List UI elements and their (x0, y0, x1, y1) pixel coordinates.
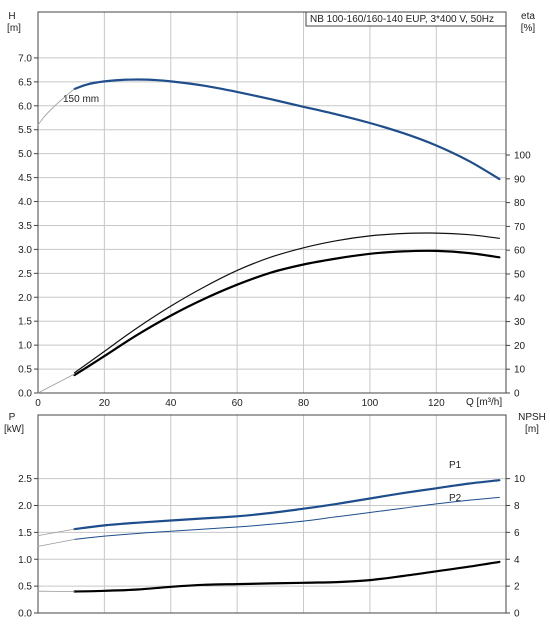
series-line-h-curve (73, 78, 501, 181)
x-tick-label: 60 (232, 398, 244, 409)
impeller-diameter-annotation: 150 mm (63, 94, 99, 105)
efficiency-tick-label: 30 (514, 317, 526, 328)
efficiency-axis-label: eta (521, 11, 535, 22)
p2-series-label: P2 (449, 493, 462, 504)
x-tick-label: 0 (35, 398, 41, 409)
power-tick-label: 2.0 (18, 501, 32, 512)
head-tick-label: 0.5 (18, 365, 32, 376)
x-tick-label: 20 (99, 398, 111, 409)
efficiency-axis-unit: [%] (521, 23, 536, 34)
top-series (37, 78, 501, 394)
head-axis-label: H (8, 11, 15, 22)
npsh-tick-label: 10 (514, 474, 526, 485)
power-tick-label: 2.5 (18, 474, 32, 485)
npsh-tick-label: 2 (514, 582, 520, 593)
efficiency-tick-label: 0 (514, 389, 520, 400)
x-tick-label: 120 (428, 398, 445, 409)
efficiency-tick-label: 70 (514, 222, 526, 233)
npsh-axis-unit: [m] (525, 424, 539, 435)
top-grid (37, 12, 506, 394)
bottom-series (37, 479, 501, 593)
npsh-tick-label: 8 (514, 501, 520, 512)
series-line-p1 (73, 479, 501, 531)
head-tick-label: 7.0 (18, 53, 32, 64)
efficiency-tick-label: 80 (514, 198, 526, 209)
head-tick-label: 4.0 (18, 197, 32, 208)
efficiency-tick-label: 90 (514, 174, 526, 185)
series-line-p1-extension (37, 528, 75, 536)
head-tick-label: 1.5 (18, 317, 32, 328)
efficiency-tick-label: 40 (514, 293, 526, 304)
head-tick-label: 2.0 (18, 293, 32, 304)
x-tick-label: 80 (298, 398, 310, 409)
head-tick-label: 4.5 (18, 173, 32, 184)
bottom-ticks: 0.0 0.5 1.0 1.5 2.0 2.5 0 2 4 6 8 10 (18, 474, 525, 619)
power-npsh-panel: P [kW] NPSH [m] P1 P2 0.0 0.5 1.0 1.5 2.0 2.5… (4, 412, 546, 620)
p1-series-label: P1 (449, 460, 462, 471)
head-tick-label: 6.5 (18, 77, 32, 88)
efficiency-tick-label: 10 (514, 365, 526, 376)
series-line-eta-upper (73, 232, 500, 374)
power-tick-label: 0.0 (18, 609, 32, 620)
title-box (305, 11, 507, 27)
efficiency-tick-label: 20 (514, 341, 526, 352)
x-tick-label: 40 (165, 398, 177, 409)
series-line-eta-lower (73, 249, 501, 377)
head-efficiency-panel: NB 100-160/160-140 EUP, 3*400 V, 50Hz H … (7, 11, 535, 409)
head-tick-label: 1.0 (18, 341, 32, 352)
power-axis-label: P (9, 412, 16, 423)
head-tick-label: 6.0 (18, 101, 32, 112)
head-tick-label: 2.5 (18, 269, 32, 280)
power-axis-unit: [kW] (4, 424, 24, 435)
head-tick-label: 5.5 (18, 125, 32, 136)
series-line-p2 (74, 496, 500, 540)
series-line-p2-extension (37, 539, 75, 547)
power-tick-label: 1.5 (18, 528, 32, 539)
bottom-plot-frame (37, 414, 507, 614)
npsh-tick-label: 4 (514, 555, 520, 566)
efficiency-tick-label: 60 (514, 246, 526, 257)
series-line-npsh (73, 560, 501, 593)
npsh-tick-label: 6 (514, 528, 520, 539)
power-tick-label: 0.5 (18, 582, 32, 593)
series-line-h-extension (37, 88, 75, 126)
npsh-tick-label: 0 (514, 609, 520, 620)
head-axis-unit: [m] (7, 23, 21, 34)
npsh-axis-label: NPSH (518, 412, 546, 423)
power-tick-label: 1.0 (18, 555, 32, 566)
series-line-eta-extension (37, 373, 75, 394)
efficiency-tick-label: 50 (514, 270, 526, 281)
x-tick-label: 100 (362, 398, 379, 409)
head-tick-label: 3.0 (18, 245, 32, 256)
head-tick-label: 5.0 (18, 149, 32, 160)
flow-axis-label: Q [m³/h] (466, 397, 502, 408)
head-tick-label: 0.0 (18, 389, 32, 400)
top-ticks: 0 20 40 60 80 100 1200.00.51.01.52.02.53.03.54… (18, 53, 531, 409)
chart-title: NB 100-160/160-140 EUP, 3*400 V, 50Hz (310, 14, 494, 25)
head-tick-label: 3.5 (18, 221, 32, 232)
efficiency-tick-label: 100 (514, 151, 531, 162)
